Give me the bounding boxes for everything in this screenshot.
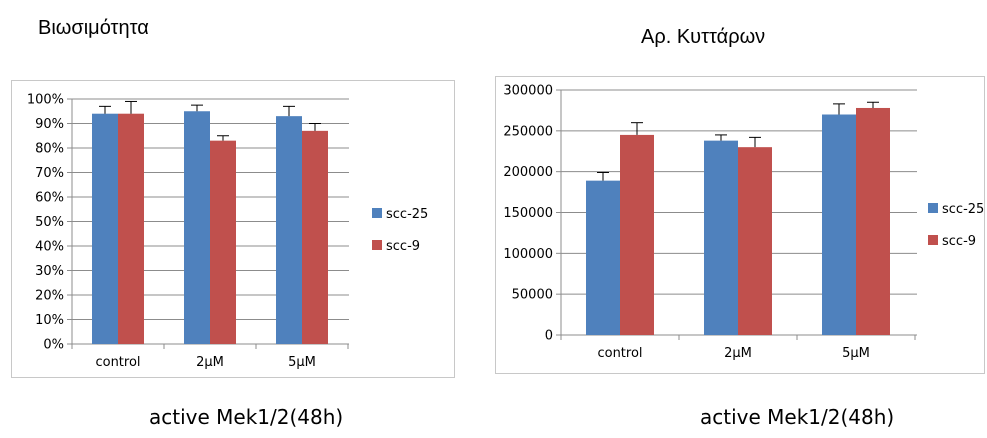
- y-tick-label: 40%: [35, 240, 64, 255]
- chart-2-panel: 0 50000 100000 150000 200000 250000 300000 cont…: [495, 76, 985, 374]
- y-tick-label: 150000: [503, 206, 553, 221]
- y-tick-label: 60%: [35, 191, 64, 206]
- bar-scc-25-1: [184, 111, 210, 344]
- legend-swatch: [928, 235, 938, 245]
- y-tick-label: 90%: [35, 117, 64, 132]
- chart-1-svg: 0% 10% 20% 30% 40% 50% 60% 70% 80% 90% 100% control…: [27, 93, 428, 371]
- y-tick-label: 50000: [512, 288, 553, 303]
- chart-2-title: Αρ. Κυττάρων: [641, 26, 766, 48]
- legend-swatch: [928, 203, 938, 213]
- y-tick-label: 0: [545, 329, 553, 344]
- chart-1-panel: 0% 10% 20% 30% 40% 50% 60% 70% 80% 90% 100% control…: [11, 80, 455, 378]
- bar-scc-9-0: [620, 134, 654, 335]
- chart-2-caption: active Mek1/2(48h): [700, 405, 895, 429]
- bar-scc-9-2: [856, 107, 890, 335]
- y-tick-label: 70%: [35, 166, 64, 181]
- legend-label: scc-9: [386, 239, 420, 254]
- bar-scc-25-2: [276, 116, 302, 345]
- legend-swatch: [372, 208, 382, 218]
- x-tick-label: 5μM: [288, 355, 316, 370]
- y-tick-label: 50%: [35, 215, 64, 230]
- y-tick-label: 0%: [43, 338, 64, 353]
- legend-label: scc-25: [386, 207, 428, 222]
- y-tick-label: 80%: [35, 142, 64, 157]
- bar-scc-9-1: [210, 140, 236, 344]
- chart-1-caption: active Mek1/2(48h): [149, 405, 344, 429]
- chart-2-svg: 0 50000 100000 150000 200000 250000 300000 cont…: [503, 84, 984, 362]
- y-tick-label: 200000: [503, 165, 553, 180]
- chart-1-title: Βιωσιμότητα: [38, 17, 149, 39]
- y-tick-label: 250000: [503, 124, 553, 139]
- y-tick-label: 300000: [503, 84, 553, 99]
- y-tick-label: 20%: [35, 289, 64, 304]
- legend-label: scc-25: [942, 202, 984, 217]
- legend-swatch: [372, 240, 382, 250]
- x-tick-label: 2μM: [724, 346, 752, 361]
- x-tick-label: control: [597, 346, 642, 361]
- bar-scc-25-0: [586, 180, 620, 335]
- y-tick-label: 30%: [35, 264, 64, 279]
- x-tick-label: 2μM: [196, 355, 224, 370]
- y-tick-label: 10%: [35, 313, 64, 328]
- bar-scc-25-1: [704, 140, 738, 335]
- bar-scc-9-1: [738, 147, 772, 335]
- bar-scc-25-0: [92, 113, 118, 344]
- bar-scc-9-0: [118, 113, 144, 344]
- x-tick-label: 5μM: [842, 346, 870, 361]
- bar-scc-9-2: [302, 130, 328, 344]
- y-tick-label: 100000: [503, 247, 553, 262]
- x-tick-label: control: [95, 355, 140, 370]
- bar-scc-25-2: [822, 114, 856, 335]
- y-tick-label: 100%: [27, 93, 64, 108]
- legend-label: scc-9: [942, 234, 976, 249]
